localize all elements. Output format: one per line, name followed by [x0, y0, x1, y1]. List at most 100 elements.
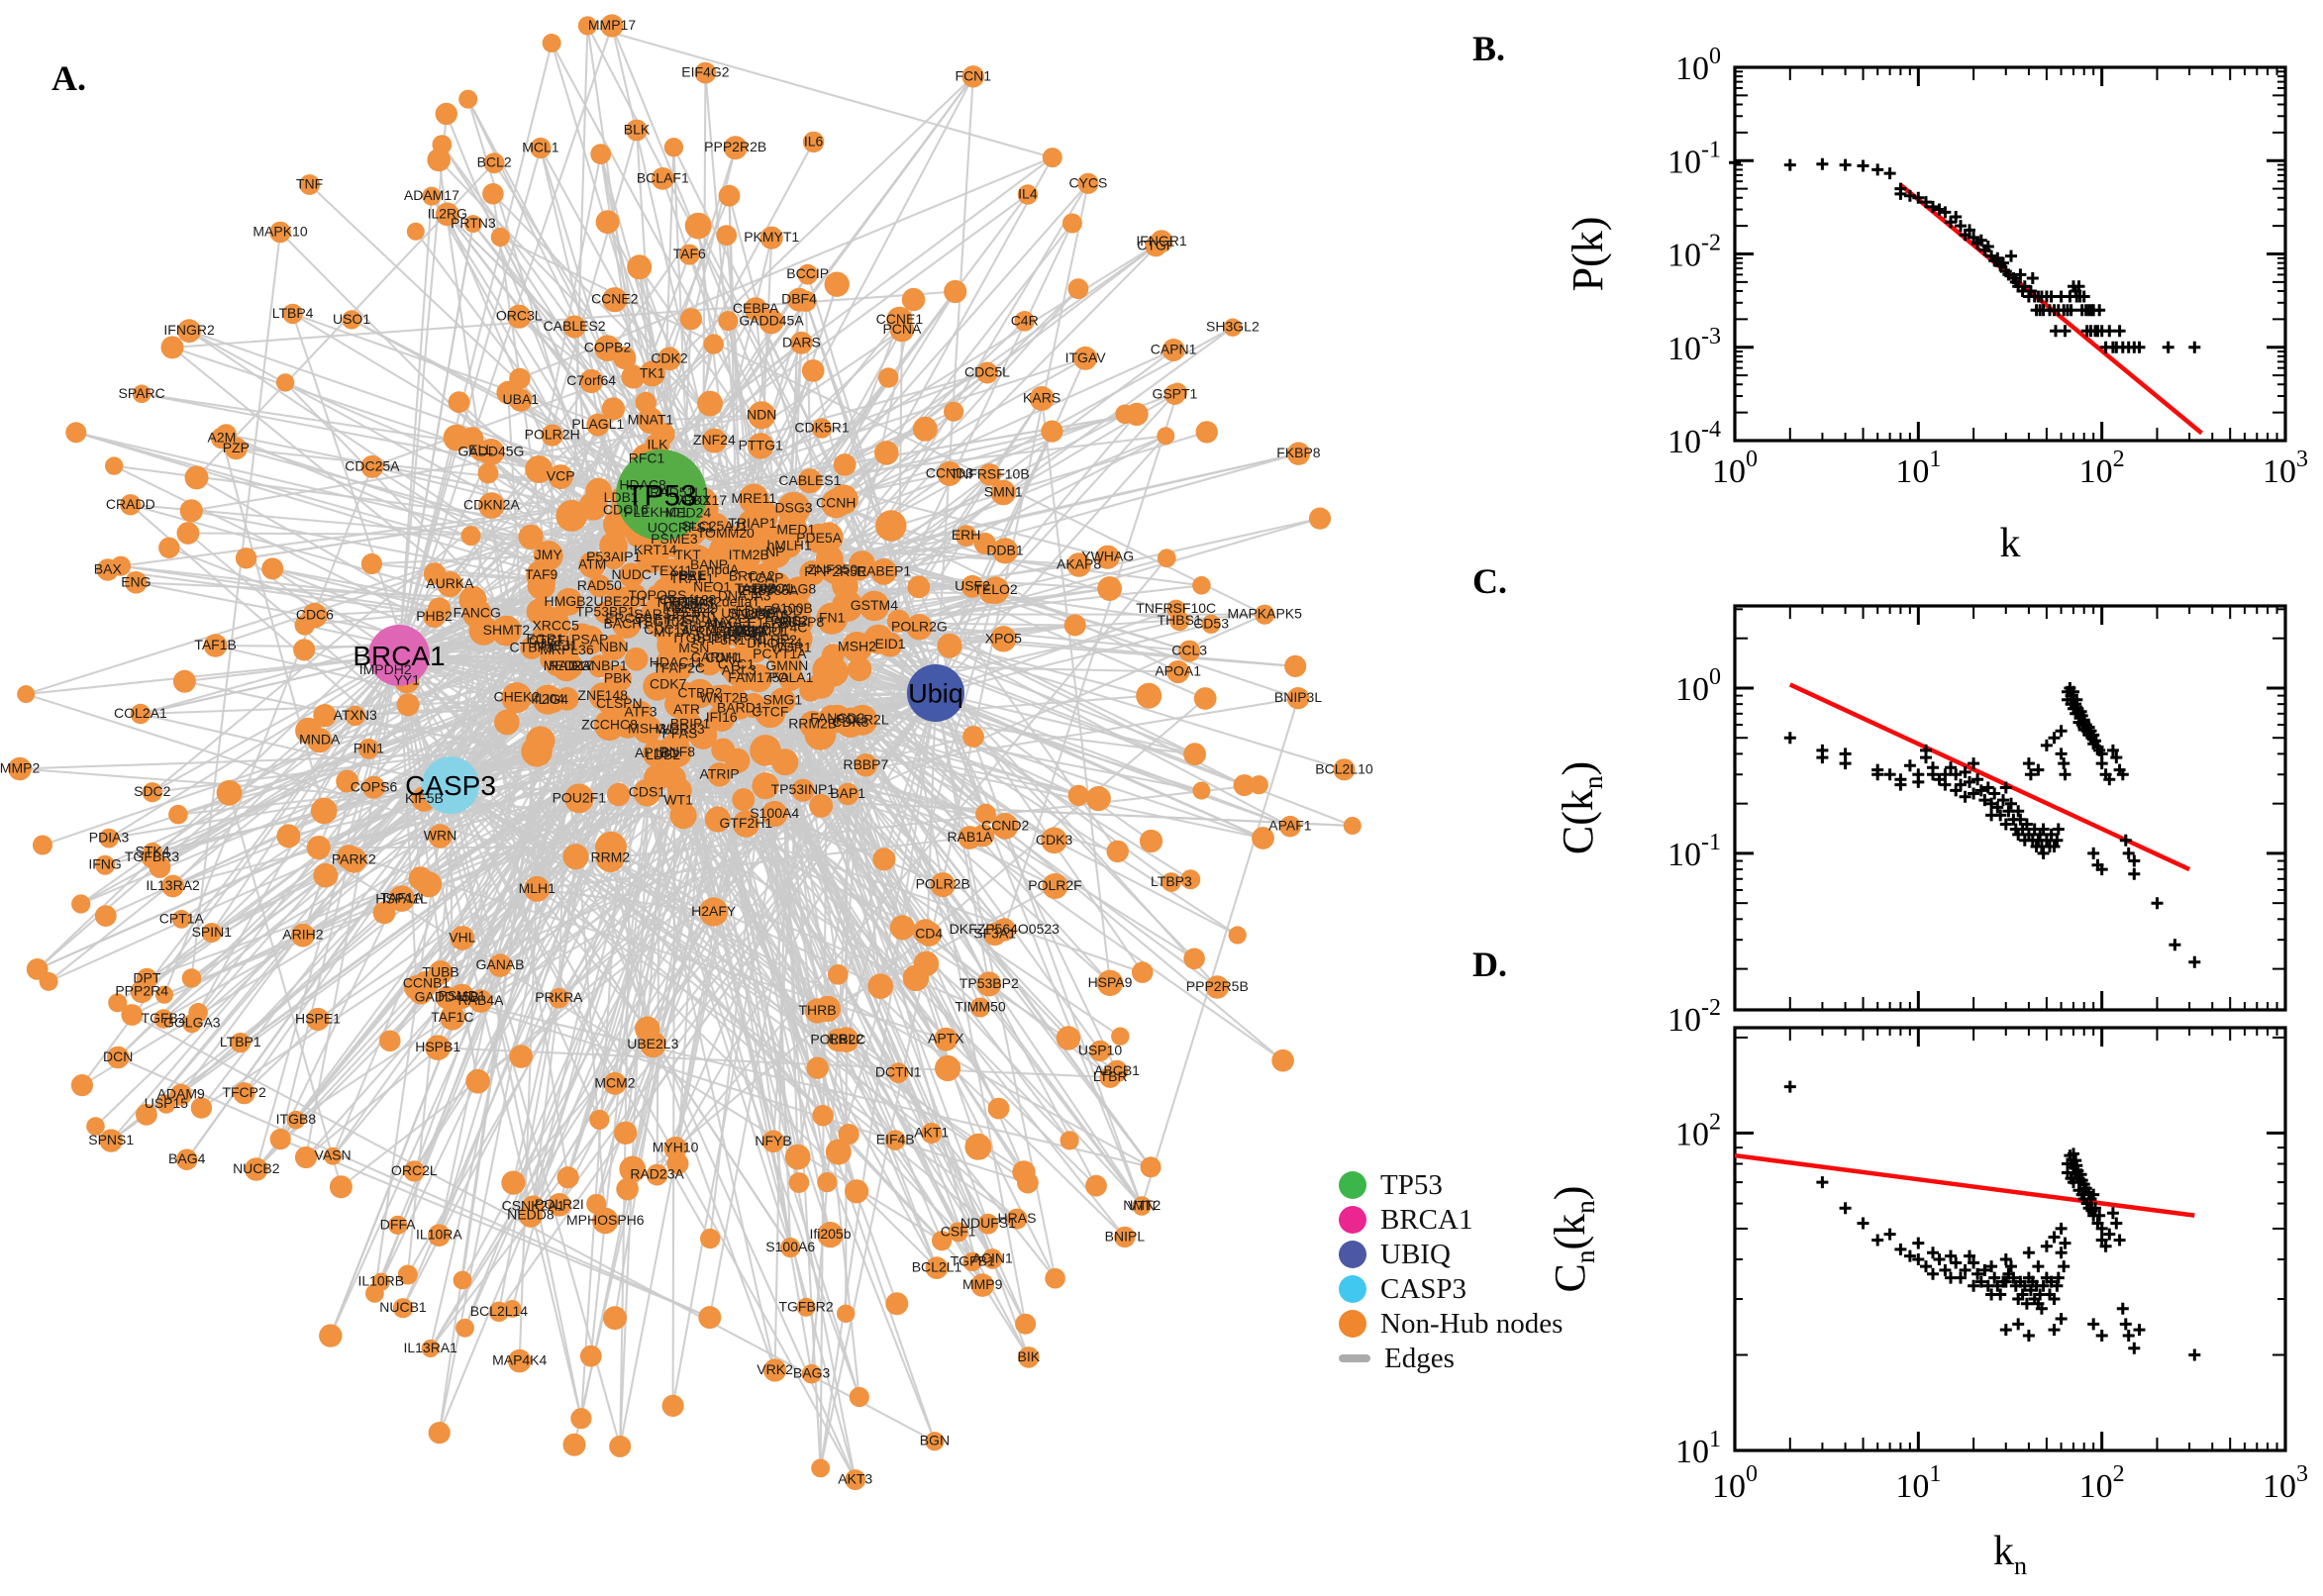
data-point: [2048, 841, 2061, 852]
gene-node-label: KIAA0087: [696, 623, 758, 639]
gene-node-label: NEO1: [693, 579, 731, 595]
gene-node-label: APAF1: [1268, 818, 1312, 834]
gene-node-label: ANXA3: [704, 614, 750, 630]
panel-a-label: A.: [51, 58, 86, 98]
nonhub-node: [360, 552, 382, 575]
nonhub-node: [991, 538, 1019, 564]
data-point: [1999, 1253, 2012, 1265]
nonhub-node: [509, 367, 531, 390]
nonhub-node: [105, 456, 124, 475]
nonhub-node: [1223, 318, 1243, 337]
gene-node-label: STK4: [135, 844, 169, 859]
nonhub-node: [930, 872, 956, 898]
nonhub-node: [661, 1394, 684, 1417]
nonhub-node: [190, 1097, 213, 1119]
gene-node-label: TAF9: [525, 566, 557, 582]
nonhub-node: [790, 331, 813, 354]
gene-node-label: Ifi205b: [809, 1226, 851, 1242]
gene-node-label: TFCP2: [222, 1084, 266, 1100]
gene-node-label: APTX: [928, 1031, 964, 1047]
nonhub-node: [1183, 948, 1205, 970]
nonhub-node: [184, 465, 209, 490]
nonhub-node: [875, 510, 907, 542]
nonhub-node: [1066, 552, 1091, 577]
network-edge: [1140, 697, 1300, 1207]
gene-node-label: NUDC: [611, 566, 651, 582]
data-point: [2095, 863, 2108, 876]
nonhub-node: [847, 656, 872, 682]
data-point: [1839, 757, 1852, 770]
gene-node-label: HDAC11: [650, 654, 703, 670]
gene-node-label: ENG: [121, 573, 151, 589]
gene-node-label: CDC14A: [644, 622, 699, 638]
gene-node-label: MYH10: [653, 1140, 699, 1155]
gene-node-label: TRAF1: [670, 570, 715, 586]
nonhub-node: [1252, 827, 1274, 849]
nonhub-node: [483, 152, 505, 174]
network-edge: [397, 196, 433, 656]
gene-node-label: WDR1: [770, 639, 811, 654]
data-point: [2051, 834, 2064, 847]
network-edge: [179, 466, 649, 1096]
nonhub-node: [817, 1222, 844, 1248]
fit-line: [1788, 682, 2191, 872]
gene-node-label: IL10RA: [416, 1227, 462, 1243]
gene-node-label: TGFBR3: [125, 848, 179, 864]
y-tick-label: 10-1: [1667, 137, 1721, 180]
nonhub-node: [8, 756, 32, 781]
gene-node-label: S100A6: [765, 1239, 815, 1254]
nonhub-node: [921, 1122, 943, 1145]
gene-node-label: ITGAV: [1065, 349, 1107, 365]
data-point: [1999, 1324, 2012, 1337]
data-point: [2065, 304, 2077, 317]
data-point: [2016, 1288, 2029, 1301]
gene-node-label: CCNH: [816, 495, 856, 511]
network-edge: [610, 783, 1260, 859]
nonhub-node: [1271, 1048, 1294, 1072]
nonhub-node: [907, 575, 931, 599]
nonhub-node: [437, 571, 463, 598]
network-edge: [828, 156, 1054, 560]
hub-node-brca1: [368, 625, 430, 686]
data-point: [1999, 781, 2012, 794]
nonhub-node: [120, 494, 142, 516]
gene-node-label: IMPDH2: [359, 661, 412, 677]
gene-node-label: CTCFL: [529, 632, 573, 648]
nonhub-node: [1163, 383, 1186, 405]
gene-node-label: UBA1: [503, 391, 540, 407]
nonhub-node: [319, 1324, 343, 1347]
nonhub-node: [990, 626, 1017, 652]
nonhub-node: [526, 726, 556, 755]
nonhub-node: [201, 923, 222, 943]
nonhub-node: [906, 614, 933, 641]
nonhub-node: [1205, 975, 1230, 999]
nonhub-node: [636, 545, 664, 573]
data-point: [1945, 761, 1957, 774]
network-edge: [291, 313, 452, 786]
gene-node-label: MCL1: [522, 140, 559, 155]
nonhub-node: [458, 89, 478, 109]
nonhub-node: [828, 964, 849, 985]
nonhub-node: [804, 718, 837, 750]
nonhub-node: [602, 287, 628, 313]
gene-node-label: ILK: [647, 437, 668, 452]
gene-node-label: SF3A1: [973, 926, 1016, 942]
data-point: [1912, 1237, 1925, 1249]
data-point: [2089, 1202, 2101, 1215]
gene-node-label: CRADD: [106, 496, 155, 512]
gene-node-label: EIF2S1: [655, 612, 701, 628]
gene-node-label: AKAP8: [1057, 556, 1101, 572]
gene-node-label: LIG4: [539, 691, 569, 707]
data-point: [2072, 280, 2085, 293]
nonhub-node: [1195, 421, 1218, 444]
data-point: [2032, 1260, 2045, 1273]
nonhub-node: [1157, 549, 1176, 568]
nonhub-node: [635, 391, 656, 414]
gene-node-label: TCAP: [747, 569, 783, 585]
nonhub-node: [142, 782, 162, 803]
network-edge: [766, 182, 1089, 548]
data-point: [1950, 1256, 1963, 1269]
y-tick-label: 100: [1675, 44, 1721, 87]
gene-node-label: DMC1: [754, 580, 793, 596]
data-point: [1927, 200, 1939, 213]
